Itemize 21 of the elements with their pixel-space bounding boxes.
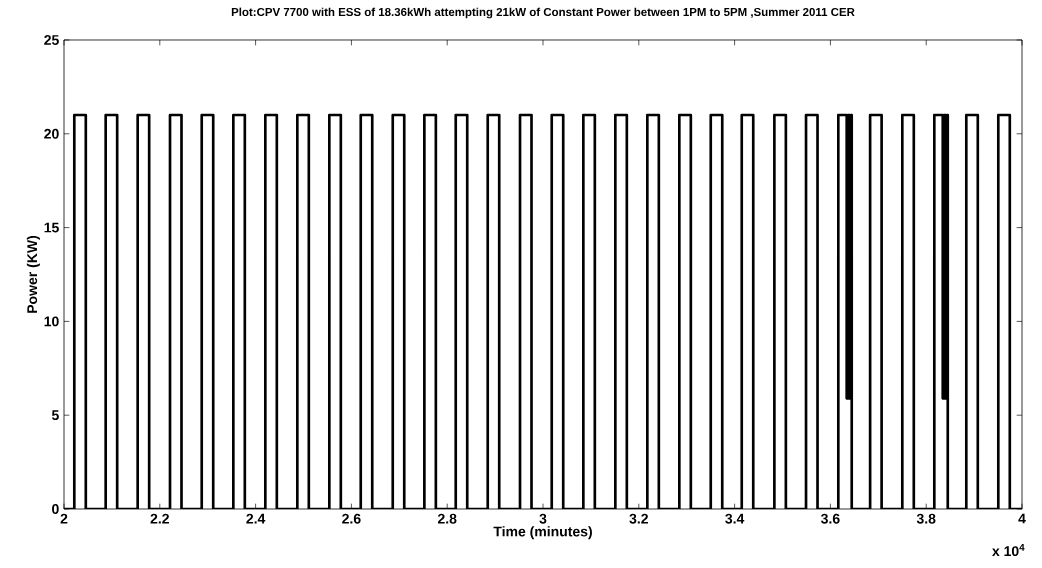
y-tick-label: 15 <box>44 222 59 233</box>
y-tick-label: 25 <box>44 35 59 45</box>
y-tick-label: 10 <box>44 316 59 327</box>
x-tick-label: 3.2 <box>629 513 648 524</box>
x-tick-label: 3 <box>539 513 547 524</box>
y-tick-label: 0 <box>52 504 59 514</box>
y-tick-label: 20 <box>44 128 59 139</box>
x-tick-label: 4 <box>1018 513 1026 524</box>
y-tick-label: 5 <box>51 410 59 421</box>
x-tick-label: 3.6 <box>820 513 840 524</box>
text: x 10$^{4}$ <box>992 543 1025 557</box>
x-tick-label: 3.4 <box>725 513 745 524</box>
x-axis-title: Time (minutes) <box>493 526 592 540</box>
x-tick-label: 2.8 <box>437 513 457 524</box>
x-tick-label: 3.8 <box>916 513 936 524</box>
x-tick-label: 2.6 <box>342 513 361 524</box>
chart-title: Plot:CPV 7700 with ESS of 18.36kWh attempting 21kW of Constant Power between 1PM to 5PM ,Summer 2011 CER <box>231 7 855 19</box>
y-axis-title: Power (KW) <box>26 235 40 313</box>
x-tick-label: 2.4 <box>246 513 266 524</box>
x-tick-label: 2.2 <box>150 513 169 524</box>
x-tick-label: 2 <box>60 513 68 524</box>
